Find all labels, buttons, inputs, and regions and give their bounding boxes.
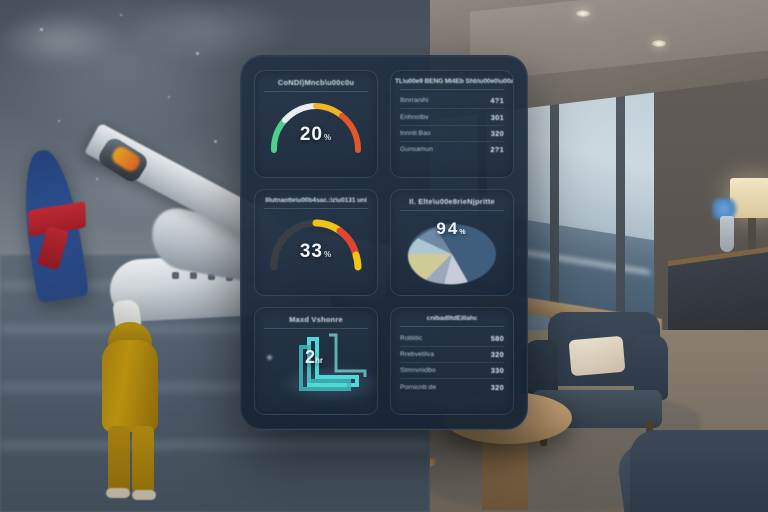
row-label: Innnti:Bao [400,129,431,137]
vase [720,216,734,252]
snow-fleck [96,178,98,180]
pie-value: 94% [436,218,468,238]
person-leg [132,426,154,492]
snow-fleck [196,52,199,55]
row-value: 320 [490,382,504,392]
table-row: Roblitic 580 [400,330,504,347]
row-value: 301 [490,112,504,122]
person-shoe [132,490,156,500]
gauge-arc-icon [270,103,362,153]
armchair-arm [634,334,668,400]
divider [400,209,504,211]
downlight-icon [576,10,590,17]
table-row: Stmnvnidbo 330 [400,363,504,380]
pie-slices-icon [407,223,496,285]
row-label: Rrebvetilva [400,350,435,358]
row-label: Stmnvnidbo [400,367,436,375]
downlight-icon [652,40,666,47]
metrics-table: Roblitic 580 Rrebvetilva 320 Stmnvnidbo … [391,329,513,401]
card-title: Maxd Vshonre [289,315,343,325]
gauge-value: 33% [299,240,333,262]
row-value: 320 [490,349,504,359]
table-row: Innnti:Bao 320 [400,126,504,143]
card-bars[interactable]: Maxd Vshonre 2hr [254,307,378,415]
row-label: Roblitic [400,334,423,342]
divider [264,207,368,209]
table-row: Gunsamun 2?1 [400,142,504,157]
row-label: Enhnotbv [400,113,429,121]
card-title: Il. Elte\u00e8rieNjpritte [409,196,495,206]
divider [400,89,504,90]
row-value: 2?1 [490,145,504,155]
person-torso [102,340,158,432]
row-label: Ibnrranihi [400,97,429,105]
snow-fleck [40,28,43,31]
bar-chart: 2hr [255,331,377,403]
gauge-value: 20% [299,124,333,145]
card-gauge-secondary[interactable]: Illutnaotte\u00b4sac.:iz\u0131 uni 33% [254,188,378,297]
gauge-chart: 20% [255,94,377,160]
person-leg [108,426,130,492]
card-table-bottom[interactable]: cnibadlltdEillahc Roblitic 580 Rrebvetil… [390,307,514,415]
light-fleck [267,355,272,361]
divider [264,91,368,92]
cream-pillow [568,335,626,377]
person-shoe [106,488,130,498]
card-gauge-primary[interactable]: CoNDI)Mncb\u00c0u 20% [254,70,378,178]
row-value: 580 [490,333,504,343]
row-label: Gunsamun [400,146,434,154]
bar-value: 2hr [305,347,324,368]
snow-fleck [120,14,122,16]
gauge-chart: 33% [255,211,377,277]
row-value: 330 [490,366,504,376]
card-title: cnibadlltdEillahc [426,315,478,323]
row-label: Pornicnb:de [400,383,437,391]
divider [400,326,504,328]
card-title: Illutnaotte\u00b4sac.:iz\u0131 uni [265,196,367,204]
table-row: Pornicnb:de 320 [400,379,504,394]
card-pie[interactable]: Il. Elte\u00e8rieNjpritte 94% [390,188,514,297]
person-in-yellow-rain-suit [92,298,168,500]
table-row: Enhnotbv 301 [400,109,504,126]
snow-fleck [214,140,217,143]
metrics-table: Ibnrranihi 4?1 Enhnotbv 301 Innnti:Bao 3… [391,92,513,164]
snow-fleck [58,120,60,122]
table-row: Ibnrranihi 4?1 [400,93,504,110]
card-title: CoNDI)Mncb\u00c0u [277,78,355,87]
gauge-arc-icon [270,219,362,271]
analytics-overlay-panel[interactable]: CoNDI)Mncb\u00c0u 20% TL\u00e9 BENG Mi4E… [240,55,528,430]
lamp-base [748,218,756,254]
snow-fleck [168,96,170,98]
row-value: 4?1 [490,96,504,106]
row-value: 320 [490,128,504,138]
card-title: TL\u00e9 BENG Mi4Eb Shb\u00e0\u00ab [395,78,513,85]
table-row: Rrebvetilva 320 [400,347,504,364]
bar-shapes-icon [299,333,367,392]
navy-sofa [630,430,768,512]
divider [264,328,368,330]
pie-chart: 94% [391,213,513,291]
card-table-top[interactable]: TL\u00e9 BENG Mi4Eb Shb\u00e0\u00ab Ibnr… [390,70,514,178]
flower-arrangement [712,198,742,220]
